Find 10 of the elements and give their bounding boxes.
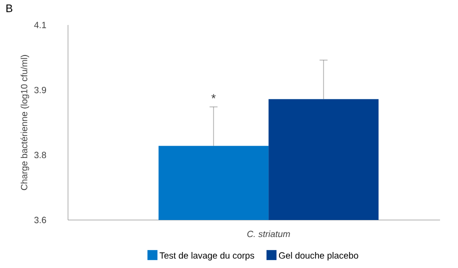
x-tick-label: C. striatum <box>247 230 290 238</box>
y-tick-label: 3.9 <box>34 86 46 94</box>
legend-label: Test de lavage du corps <box>160 252 254 260</box>
y-tick-label: 4.1 <box>34 22 46 28</box>
chart-title: B <box>6 4 12 12</box>
legend-label: Gel douche placebo <box>278 252 358 260</box>
y-axis-title: Charge bactérienne (log10 cfu/ml) <box>20 55 30 190</box>
y-tick-label: 3.8 <box>34 152 46 158</box>
annotation: * <box>211 94 216 98</box>
y-tick-label: 3.6 <box>34 216 46 224</box>
